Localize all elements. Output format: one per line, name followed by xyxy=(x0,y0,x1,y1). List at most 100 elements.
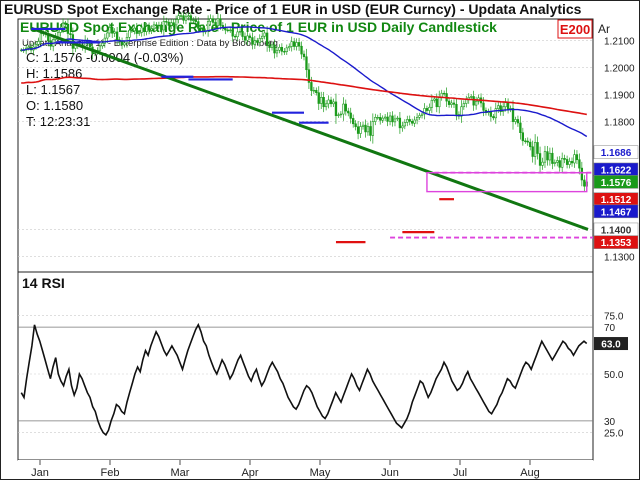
ohlc-line-0: C: 1.1576 -0.0004 (-0.03%) xyxy=(26,50,184,65)
candle-body xyxy=(120,41,124,46)
candle-body xyxy=(578,159,581,169)
candle-body xyxy=(428,106,431,111)
candle-body xyxy=(526,140,529,143)
price-tag-1.1512: 1.1512 xyxy=(601,195,632,206)
rsi-plot-area xyxy=(17,271,594,461)
candle-body xyxy=(182,15,185,21)
price-tick-label: 1.1800 xyxy=(604,117,635,128)
candle-body xyxy=(209,18,212,22)
consolidation-box xyxy=(426,172,588,193)
candle-body xyxy=(101,42,104,47)
rsi-tick-label: 70 xyxy=(604,323,616,334)
candle-body xyxy=(278,46,281,51)
x-axis: Jan Feb Mar Apr May Jun Jul Aug xyxy=(31,460,540,479)
candle-body xyxy=(450,102,453,105)
candle-body xyxy=(482,102,485,111)
candle-body xyxy=(152,24,156,30)
candle-body xyxy=(492,116,495,119)
price-tag-1.1400: 1.1400 xyxy=(601,225,632,236)
candle-body xyxy=(514,119,517,122)
rsi-tick-label: 30 xyxy=(604,417,616,428)
ma-50-line xyxy=(21,26,588,138)
candle-body xyxy=(533,142,537,157)
candle-body xyxy=(558,160,561,168)
candle-body xyxy=(233,35,237,38)
candle-body xyxy=(322,96,325,108)
candle-body xyxy=(401,125,404,129)
candle-body xyxy=(174,19,178,26)
candle-body xyxy=(285,47,288,52)
candle-body xyxy=(37,41,40,45)
candle-body xyxy=(229,29,232,32)
rsi-tick-label: 25.0 xyxy=(604,429,624,440)
candle-body xyxy=(61,22,65,29)
rsi-tag-box xyxy=(594,337,628,351)
candle-body xyxy=(261,35,264,39)
candle-body xyxy=(548,152,552,161)
candle-body xyxy=(519,122,522,134)
candle-body xyxy=(256,40,259,43)
candle-body xyxy=(489,111,493,117)
price-tag-box xyxy=(593,235,639,249)
candle-body xyxy=(494,108,497,119)
candle-body xyxy=(403,122,406,127)
candle-body xyxy=(140,27,143,33)
moving-averages xyxy=(21,26,588,138)
ohlc-line-4: T: 12:23:31 xyxy=(26,114,90,129)
candle-body xyxy=(128,29,131,38)
candle-body xyxy=(206,21,210,32)
candle-body xyxy=(290,41,293,47)
price-tag-1.1467: 1.1467 xyxy=(601,207,632,218)
candle-body xyxy=(543,151,547,163)
candle-body xyxy=(172,22,175,26)
candle-body xyxy=(371,121,375,136)
candle-body xyxy=(329,99,333,105)
candle-body xyxy=(103,37,106,44)
candle-body xyxy=(413,119,416,124)
candle-body xyxy=(307,69,311,83)
candle-body xyxy=(115,31,119,41)
candle-body xyxy=(192,19,195,22)
price-tick-label: 1.1900 xyxy=(604,90,635,101)
candle-body xyxy=(553,162,556,164)
ma-200-line xyxy=(21,75,587,116)
candle-body xyxy=(361,124,365,127)
candle-body xyxy=(160,25,163,31)
candle-body xyxy=(465,99,468,104)
candle-body xyxy=(184,16,188,21)
price-tag-box xyxy=(593,175,639,189)
candle-body xyxy=(415,116,419,121)
ohlc-line-2: L: 1.1567 xyxy=(26,82,80,97)
candle-body xyxy=(243,36,247,41)
candle-body xyxy=(88,43,92,48)
candle-body xyxy=(268,44,271,48)
candle-body xyxy=(219,18,222,26)
candle-body xyxy=(145,26,148,32)
candle-body xyxy=(538,153,542,166)
candle-body xyxy=(347,110,350,114)
candle-body xyxy=(194,19,197,22)
candle-body xyxy=(248,35,252,38)
price-tag-1.1622: 1.1622 xyxy=(601,165,632,176)
candle-body xyxy=(438,96,441,108)
candle-body xyxy=(231,29,234,37)
candle-body xyxy=(529,141,532,148)
rsi-tag-value: 63.0 xyxy=(601,340,621,351)
rsi-title: 14 RSI xyxy=(22,275,65,291)
candle-body xyxy=(354,123,357,128)
candle-body xyxy=(236,31,239,38)
chart-annotations xyxy=(30,26,593,244)
candle-body xyxy=(300,45,303,55)
candle-body xyxy=(531,146,534,157)
x-tick-label-Aug: Aug xyxy=(520,467,540,479)
rsi-line xyxy=(20,322,588,437)
candle-body xyxy=(442,92,446,95)
candle-body xyxy=(302,53,306,58)
candle-body xyxy=(320,96,323,104)
candle-body xyxy=(551,152,554,164)
candle-body xyxy=(568,161,571,165)
candle-body xyxy=(583,179,586,187)
